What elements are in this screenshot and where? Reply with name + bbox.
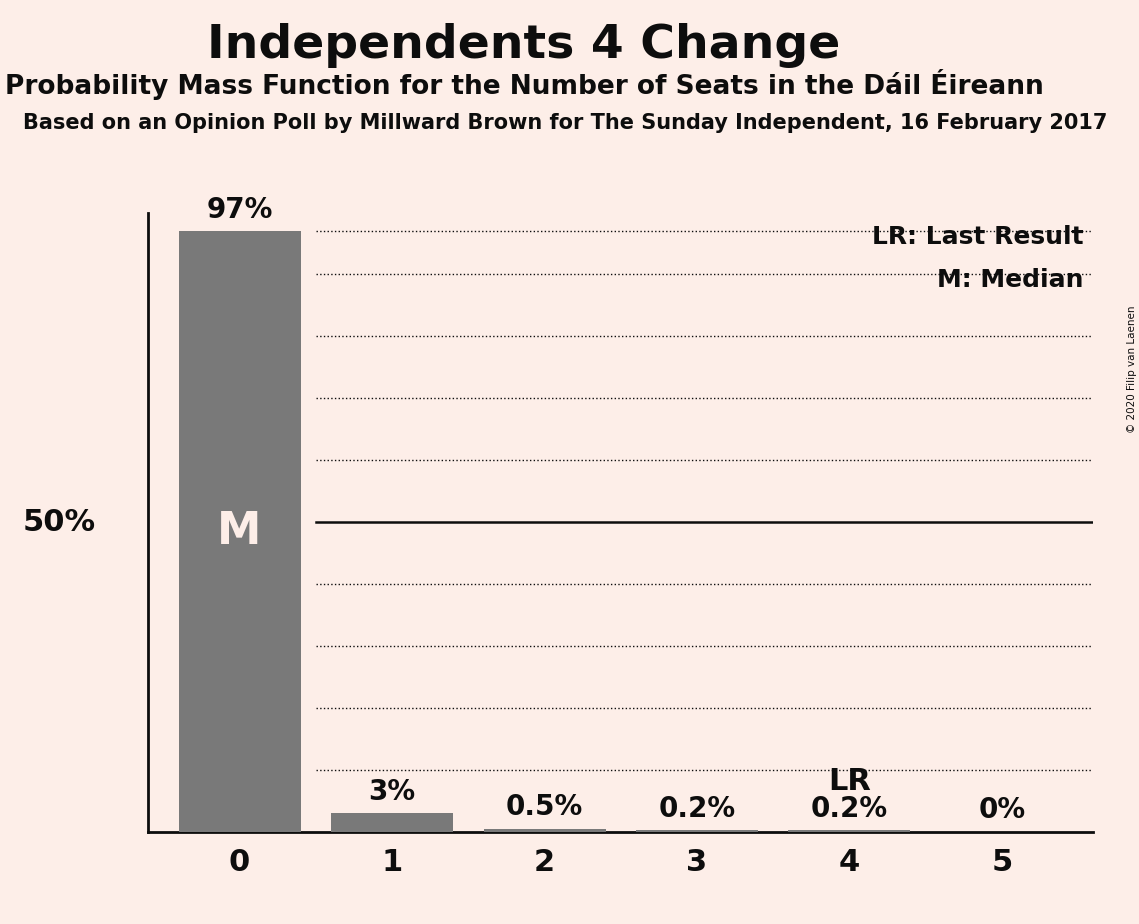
Text: 0.5%: 0.5% [506, 793, 583, 821]
Text: M: Median: M: Median [937, 268, 1084, 292]
Text: 0.2%: 0.2% [811, 795, 888, 823]
Text: 50%: 50% [23, 507, 96, 537]
Bar [484, 829, 606, 832]
Text: 0.2%: 0.2% [658, 795, 736, 823]
Text: 3%: 3% [369, 778, 416, 806]
Text: Probability Mass Function for the Number of Seats in the Dáil Éireann: Probability Mass Function for the Number… [5, 69, 1043, 101]
Text: 97%: 97% [206, 196, 272, 224]
Text: Independents 4 Change: Independents 4 Change [207, 23, 841, 68]
Text: 0%: 0% [978, 796, 1025, 824]
Text: Based on an Opinion Poll by Millward Brown for The Sunday Independent, 16 Februa: Based on an Opinion Poll by Millward Bro… [23, 113, 1107, 133]
Bar [179, 231, 301, 832]
Bar [788, 831, 910, 832]
Text: LR: LR [828, 767, 871, 796]
Text: LR: Last Result: LR: Last Result [872, 225, 1084, 249]
Bar [636, 831, 757, 832]
Text: M: M [218, 510, 262, 553]
Text: © 2020 Filip van Laenen: © 2020 Filip van Laenen [1126, 306, 1137, 433]
Bar [331, 813, 453, 832]
